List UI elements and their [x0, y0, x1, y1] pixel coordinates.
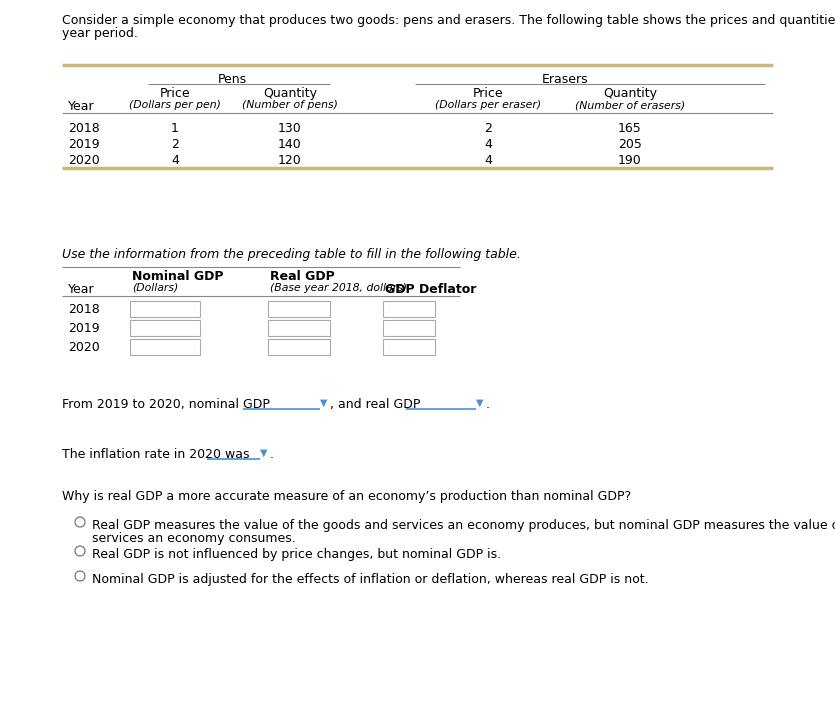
Text: 1: 1 — [171, 122, 179, 135]
Text: 2019: 2019 — [68, 138, 99, 151]
Text: 4: 4 — [484, 154, 492, 167]
Text: Year: Year — [68, 283, 94, 296]
Bar — [268, 320, 330, 336]
Circle shape — [75, 546, 85, 556]
Text: (Number of pens): (Number of pens) — [242, 100, 338, 110]
Text: 2020: 2020 — [68, 341, 99, 354]
Text: Quantity: Quantity — [603, 87, 657, 100]
Text: 190: 190 — [618, 154, 642, 167]
Text: 2: 2 — [171, 138, 179, 151]
Text: Nominal GDP is adjusted for the effects of inflation or deflation, whereas real : Nominal GDP is adjusted for the effects … — [92, 573, 649, 586]
Text: Year: Year — [68, 100, 94, 113]
Bar — [268, 339, 330, 355]
Text: year period.: year period. — [62, 27, 138, 40]
Text: 2018: 2018 — [68, 303, 99, 316]
Text: ▼: ▼ — [476, 398, 483, 408]
Text: 2020: 2020 — [68, 154, 99, 167]
Bar — [130, 320, 200, 336]
Bar — [130, 301, 200, 317]
Text: The inflation rate in 2020 was: The inflation rate in 2020 was — [62, 448, 250, 461]
Text: 4: 4 — [484, 138, 492, 151]
Text: Price: Price — [159, 87, 190, 100]
Text: (Base year 2018, dollars): (Base year 2018, dollars) — [270, 283, 407, 293]
Text: 2019: 2019 — [68, 322, 99, 335]
Text: 2018: 2018 — [68, 122, 99, 135]
Text: 130: 130 — [278, 122, 302, 135]
Text: Real GDP is not influenced by price changes, but nominal GDP is.: Real GDP is not influenced by price chan… — [92, 548, 501, 561]
Text: 120: 120 — [278, 154, 302, 167]
Text: GDP Deflator: GDP Deflator — [385, 283, 477, 296]
Bar — [130, 339, 200, 355]
Text: .: . — [270, 448, 274, 461]
Text: (Number of erasers): (Number of erasers) — [575, 100, 685, 110]
Bar — [383, 320, 435, 336]
Circle shape — [75, 517, 85, 527]
Text: 205: 205 — [618, 138, 642, 151]
Circle shape — [75, 571, 85, 581]
Bar — [383, 339, 435, 355]
Text: 165: 165 — [618, 122, 642, 135]
Text: (Dollars per pen): (Dollars per pen) — [129, 100, 221, 110]
Text: (Dollars): (Dollars) — [132, 283, 178, 293]
Text: .: . — [486, 398, 490, 411]
Text: Price: Price — [473, 87, 504, 100]
Text: Real GDP: Real GDP — [270, 270, 335, 283]
Bar — [268, 301, 330, 317]
Text: ▼: ▼ — [260, 448, 267, 458]
Text: Nominal GDP: Nominal GDP — [132, 270, 224, 283]
Text: ▼: ▼ — [320, 398, 327, 408]
Text: (Dollars per eraser): (Dollars per eraser) — [435, 100, 541, 110]
Text: services an economy consumes.: services an economy consumes. — [92, 532, 296, 545]
Bar — [383, 301, 435, 317]
Text: , and real GDP: , and real GDP — [330, 398, 420, 411]
Text: Real GDP measures the value of the goods and services an economy produces, but n: Real GDP measures the value of the goods… — [92, 519, 835, 532]
Text: From 2019 to 2020, nominal GDP: From 2019 to 2020, nominal GDP — [62, 398, 270, 411]
Text: Erasers: Erasers — [542, 73, 589, 86]
Text: Consider a simple economy that produces two goods: pens and erasers. The followi: Consider a simple economy that produces … — [62, 14, 835, 27]
Text: 2: 2 — [484, 122, 492, 135]
Text: Why is real GDP a more accurate measure of an economy’s production than nominal : Why is real GDP a more accurate measure … — [62, 490, 631, 503]
Text: Quantity: Quantity — [263, 87, 317, 100]
Text: 140: 140 — [278, 138, 302, 151]
Text: Pens: Pens — [217, 73, 246, 86]
Text: Use the information from the preceding table to fill in the following table.: Use the information from the preceding t… — [62, 248, 521, 261]
Text: 4: 4 — [171, 154, 179, 167]
